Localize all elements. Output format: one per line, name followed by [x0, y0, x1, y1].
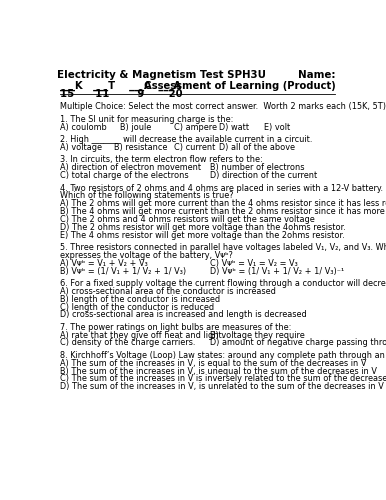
Text: B) Vᴪᵇ = (1/ V₁ + 1/ V₂ + 1/ V₃): B) Vᴪᵇ = (1/ V₁ + 1/ V₂ + 1/ V₃): [60, 266, 186, 276]
Text: B) number of electrons: B) number of electrons: [210, 164, 304, 172]
Text: B) voltage they require: B) voltage they require: [210, 330, 305, 340]
Text: B) length of the conductor is increased: B) length of the conductor is increased: [60, 294, 220, 304]
Text: B) joule: B) joule: [120, 122, 151, 132]
Text: A) The sum of the increases in V, is equal to the sum of the decreases in V: A) The sum of the increases in V, is equ…: [60, 359, 367, 368]
Text: 6. For a fixed supply voltage the current flowing through a conductor will decre: 6. For a fixed supply voltage the curren…: [60, 279, 386, 288]
Text: D) Vᴪᵇ = (1/ V₁ + 1/ V₂ + 1/ V₃)⁻¹: D) Vᴪᵇ = (1/ V₁ + 1/ V₂ + 1/ V₃)⁻¹: [210, 266, 344, 276]
Text: D) watt: D) watt: [219, 122, 249, 132]
Text: Which of the following statements is true?: Which of the following statements is tru…: [60, 192, 234, 200]
Text: D) amount of negative charge passing through them.: D) amount of negative charge passing thr…: [210, 338, 386, 347]
Text: ___K   ___T    ___C  ___A: ___K ___T ___C ___A: [60, 80, 181, 91]
Text: 7. The power ratings on light bulbs are measures of the:: 7. The power ratings on light bulbs are …: [60, 323, 291, 332]
Text: 1. The SI unit for measuring charge is the:: 1. The SI unit for measuring charge is t…: [60, 115, 234, 124]
Text: D) all of the above: D) all of the above: [219, 143, 295, 152]
Text: C) density of the charge carriers.: C) density of the charge carriers.: [60, 338, 196, 347]
Text: 2. High _______ will decrease the available current in a circuit.: 2. High _______ will decrease the availa…: [60, 135, 313, 144]
Text: D) The sum of the increases in V, is unrelated to the sum of the decreases in V: D) The sum of the increases in V, is unr…: [60, 382, 384, 392]
Text: Name:: Name:: [298, 70, 335, 80]
Text: C) Vᴪᵇ = V₁ = V₂ = V₃: C) Vᴪᵇ = V₁ = V₂ = V₃: [210, 258, 298, 268]
Text: C) current: C) current: [174, 143, 215, 152]
Text: E) The 4 ohms resistor will get more voltage than the 2ohms resistor.: E) The 4 ohms resistor will get more vol…: [60, 230, 345, 239]
Text: C) length of the conductor is reduced: C) length of the conductor is reduced: [60, 302, 214, 312]
Text: A) direction of electron movement: A) direction of electron movement: [60, 164, 201, 172]
Text: B) resistance: B) resistance: [114, 143, 168, 152]
Text: A) rate that they give off heat and light.: A) rate that they give off heat and ligh…: [60, 330, 225, 340]
Text: B) The 4 ohms will get more current than the 2 ohms resistor since it has more r: B) The 4 ohms will get more current than…: [60, 207, 386, 216]
Text: D) direction of the current: D) direction of the current: [210, 171, 317, 180]
Text: Multiple Choice: Select the most correct answer.  Worth 2 marks each (15K, 5T): Multiple Choice: Select the most correct…: [60, 102, 386, 111]
Text: C) The sum of the increases in V is inversely related to the sum of the decrease: C) The sum of the increases in V is inve…: [60, 374, 386, 384]
Text: A) voltage: A) voltage: [60, 143, 102, 152]
Text: A) cross-sectional area of the conductor is increased: A) cross-sectional area of the conductor…: [60, 287, 276, 296]
Text: D) The 2 ohms resistor will get more voltage than the 4ohms resistor.: D) The 2 ohms resistor will get more vol…: [60, 223, 346, 232]
Text: 3. In circuits, the term electron flow refers to the:: 3. In circuits, the term electron flow r…: [60, 156, 263, 164]
Text: 15      11        9       20: 15 11 9 20: [60, 89, 183, 99]
Text: C) ampere: C) ampere: [174, 122, 217, 132]
Text: A) The 2 ohms will get more current than the 4 ohms resistor since it has less r: A) The 2 ohms will get more current than…: [60, 200, 386, 208]
Text: expresses the voltage of the battery, Vᴪᵇ?: expresses the voltage of the battery, Vᴪ…: [60, 251, 233, 260]
Text: Assessment of Learning (Product): Assessment of Learning (Product): [144, 80, 335, 90]
Text: E) volt: E) volt: [264, 122, 290, 132]
Text: A) Vᴪᵇ = V₁ + V₂ + V₃: A) Vᴪᵇ = V₁ + V₂ + V₃: [60, 258, 148, 268]
Text: 4. Two resistors of 2 ohms and 4 ohms are placed in series with a 12-V battery.: 4. Two resistors of 2 ohms and 4 ohms ar…: [60, 184, 383, 192]
Text: Electricity & Magnetism Test SPH3U: Electricity & Magnetism Test SPH3U: [58, 70, 266, 80]
Text: 8. Kirchhoff’s Voltage (Loop) Law states: around any complete path through an el: 8. Kirchhoff’s Voltage (Loop) Law states…: [60, 351, 386, 360]
Text: D) cross-sectional area is increased and length is decreased: D) cross-sectional area is increased and…: [60, 310, 307, 320]
Text: A) coulomb: A) coulomb: [60, 122, 107, 132]
Text: C) total charge of the electrons: C) total charge of the electrons: [60, 171, 189, 180]
Text: C) The 2 ohms and 4 ohms resistors will get the same voltage: C) The 2 ohms and 4 ohms resistors will …: [60, 215, 315, 224]
Text: 5. Three resistors connected in parallel have voltages labeled V₁, V₂, and V₃. W: 5. Three resistors connected in parallel…: [60, 243, 386, 252]
Text: B) The sum of the increases in V, is unequal to the sum of the decreases in V: B) The sum of the increases in V, is une…: [60, 366, 377, 376]
